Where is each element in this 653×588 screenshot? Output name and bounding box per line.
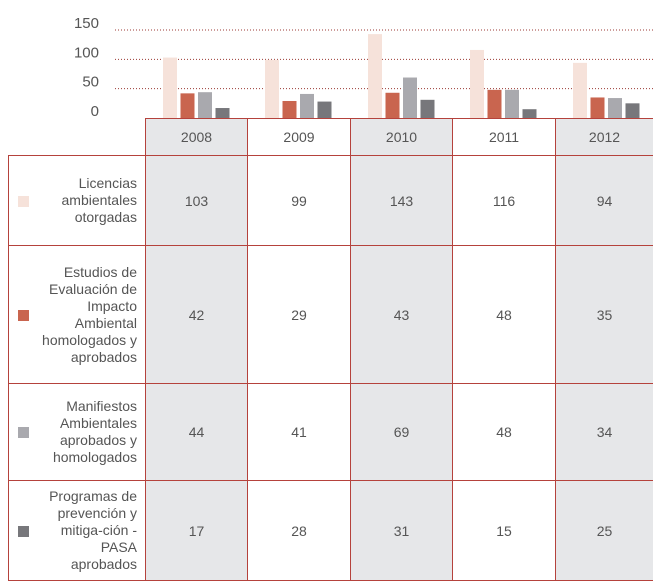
value-cell: 28 xyxy=(247,480,351,581)
y-tick-label: 50 xyxy=(82,74,99,91)
value-cell: 99 xyxy=(247,155,351,246)
bar xyxy=(403,77,417,118)
bar xyxy=(368,34,382,118)
value-cell: 34 xyxy=(555,383,653,481)
value-cell: 42 xyxy=(145,245,248,384)
legend-label: Estudios de Evaluación de Impacto Ambien… xyxy=(42,263,137,365)
row-label-cell: Programas de prevención y mitiga-ción - … xyxy=(8,480,146,581)
bar xyxy=(487,89,502,118)
bar xyxy=(198,92,212,118)
bar xyxy=(317,101,332,118)
value-cell: 29 xyxy=(247,245,351,384)
value-cell: 48 xyxy=(452,383,556,481)
value-cell: 143 xyxy=(350,155,453,246)
bar xyxy=(608,98,622,118)
year-header: 2009 xyxy=(247,118,351,156)
value-cell: 35 xyxy=(555,245,653,384)
value-cell: 41 xyxy=(247,383,351,481)
bar xyxy=(385,92,400,118)
value-cell: 69 xyxy=(350,383,453,481)
row-label-cell: Estudios de Evaluación de Impacto Ambien… xyxy=(8,245,146,384)
chart: 0 50 100 150 xyxy=(74,15,653,120)
legend-label: Licencias ambientales otorgadas xyxy=(61,175,138,225)
value-cell: 103 xyxy=(145,155,248,246)
value-cell: 116 xyxy=(452,155,556,246)
year-header: 2012 xyxy=(555,118,653,156)
bar xyxy=(625,103,640,118)
legend-label: Manifiestos Ambientales aprobados y homo… xyxy=(52,398,137,465)
bar xyxy=(470,49,484,118)
value-cell: 17 xyxy=(145,480,248,581)
legend-swatch xyxy=(18,195,29,207)
y-tick-label: 150 xyxy=(74,15,99,32)
year-header: 2011 xyxy=(452,118,556,156)
year-header: 2010 xyxy=(350,118,453,156)
bar xyxy=(180,93,195,118)
legend-swatch xyxy=(18,309,29,321)
value-cell: 48 xyxy=(452,245,556,384)
bar xyxy=(590,97,605,118)
row-label-cell: Manifiestos Ambientales aprobados y homo… xyxy=(8,383,146,481)
row-label-cell: Licencias ambientales otorgadas xyxy=(8,155,146,246)
value-cell: 43 xyxy=(350,245,453,384)
bar xyxy=(505,89,519,118)
bar xyxy=(300,93,314,118)
value-cell: 44 xyxy=(145,383,248,481)
legend-label: Programas de prevención y mitiga-ción - … xyxy=(49,488,137,572)
bar xyxy=(215,108,230,118)
bar xyxy=(573,62,587,118)
bar xyxy=(265,59,279,118)
value-cell: 25 xyxy=(555,480,653,581)
value-cell: 31 xyxy=(350,480,453,581)
value-cell: 15 xyxy=(452,480,556,581)
legend-swatch xyxy=(18,525,29,537)
y-tick-label: 100 xyxy=(74,44,99,61)
legend-swatch xyxy=(18,427,29,438)
bar xyxy=(163,57,177,118)
bar xyxy=(420,99,435,118)
bar xyxy=(522,109,537,118)
bar xyxy=(282,100,297,118)
value-cell: 94 xyxy=(555,155,653,246)
year-header: 2008 xyxy=(145,118,248,156)
y-tick-label: 0 xyxy=(91,103,99,120)
